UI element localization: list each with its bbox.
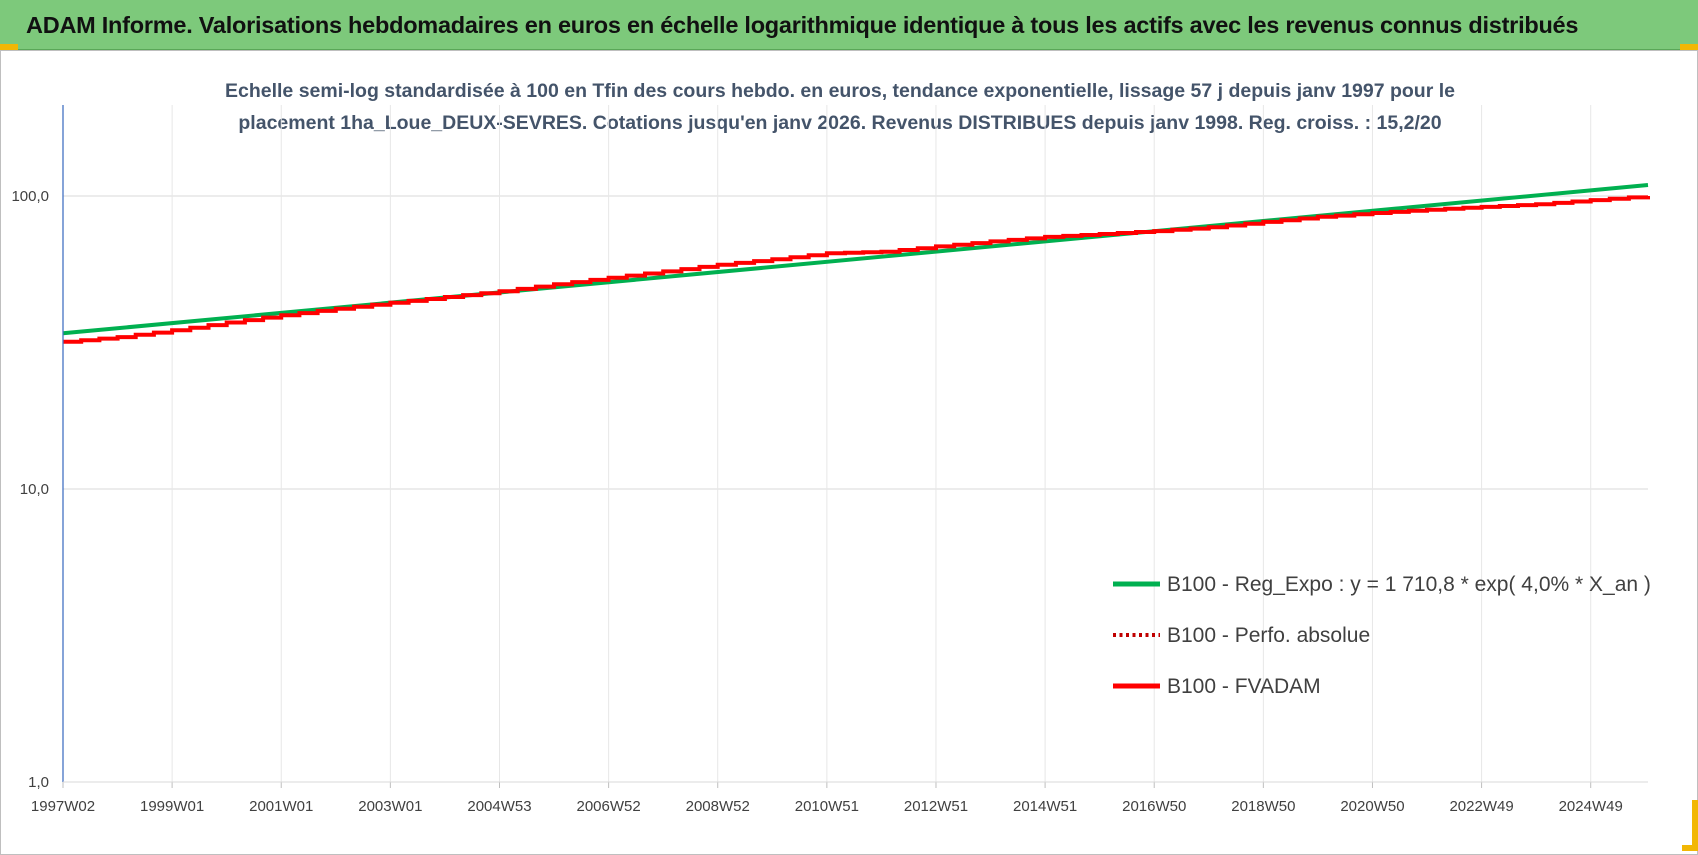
x-tick-label-5: 2006W52 [577,798,641,815]
y-tick-label-0: 1,0 [28,774,49,791]
corner-mark-bottom-right [1692,800,1698,845]
banner-title: ADAM Informe. Valorisations hebdomadaire… [26,12,1579,38]
chart-subtitle-line-1: Echelle semi-log standardisée à 100 en T… [225,80,1455,102]
corner-mark-top-right [1680,44,1698,50]
x-tick-label-8: 2012W51 [904,798,968,815]
plot-series [62,183,1650,344]
banner: ADAM Informe. Valorisations hebdomadaire… [0,0,1698,50]
x-tick-label-6: 2008W52 [686,798,750,815]
y-tick-label-2: 100,0 [11,188,49,205]
x-axis-tick-labels: 1997W02 1999W01 2001W01 2003W01 2004W53 2006W… [31,798,1623,815]
y-tick-label-1: 10,0 [20,481,49,498]
x-tick-label-1: 1999W01 [140,798,204,815]
corner-mark-bottom-right-base [1682,845,1698,851]
legend-label-fvadam: B100 - FVADAM [1167,675,1321,698]
x-tick-label-12: 2020W50 [1340,798,1404,815]
chart-area-background [0,50,1698,855]
x-tick-label-0: 1997W02 [31,798,95,815]
series-line-regression [62,183,1649,336]
chart-legend: B100 - Reg_Expo : y = 1 710,8 * exp( 4,0… [1113,573,1651,698]
legend-label-perf: B100 - Perfo. absolue [1167,624,1370,647]
y-axis-tick-labels: 1,0 10,0 100,0 [11,188,49,791]
legend-label-regression: B100 - Reg_Expo : y = 1 710,8 * exp( 4,0… [1167,573,1651,596]
x-tick-label-4: 2004W53 [467,798,531,815]
x-tick-label-7: 2010W51 [795,798,859,815]
x-tick-label-3: 2003W01 [358,798,422,815]
corner-mark-top-left [0,44,18,50]
plot-gridlines [62,105,1648,788]
series-line-fvadam [63,195,1650,344]
x-tick-label-10: 2016W50 [1122,798,1186,815]
x-tick-label-9: 2014W51 [1013,798,1077,815]
x-tick-label-14: 2024W49 [1559,798,1623,815]
chart-subtitle-line-2: placement 1ha_Loue_DEUX-SEVRES. Cotation… [238,112,1441,134]
x-tick-label-2: 2001W01 [249,798,313,815]
x-tick-label-13: 2022W49 [1449,798,1513,815]
x-tick-label-11: 2018W50 [1231,798,1295,815]
